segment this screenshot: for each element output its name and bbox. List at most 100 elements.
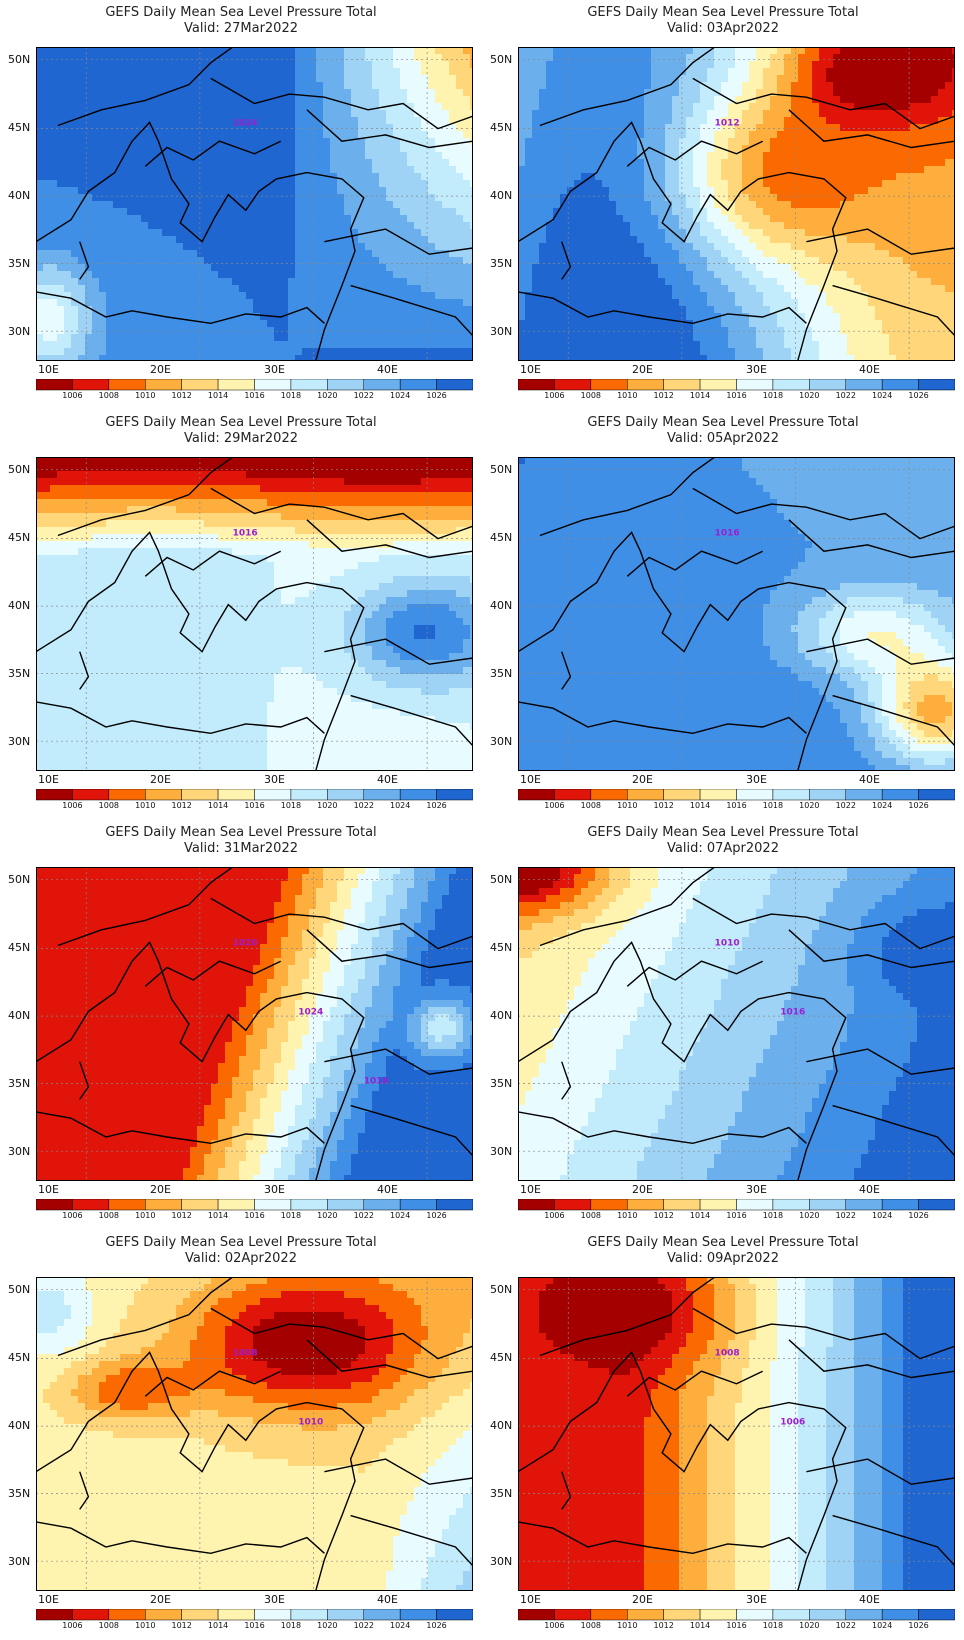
longitude-label: 10E <box>520 1593 541 1606</box>
latitude-label: 40N <box>8 599 30 612</box>
colorbar: 1006 1008 1010 1012 1014 1016 1018 1020 1022 1024… <box>36 789 473 809</box>
longitude-label: 30E <box>746 773 767 786</box>
latitude-label: 45N <box>490 941 512 954</box>
pressure-map: 1020 1024 1016 <box>36 867 473 1181</box>
contour-label: 1016 <box>364 1077 389 1087</box>
colorbar-label: 1014 <box>208 1211 228 1219</box>
panel-title: GEFS Daily Mean Sea Level Pressure Total <box>482 825 964 841</box>
colorbar: 1006 1008 1010 1012 1014 1016 1018 1020 1022 1024… <box>518 789 955 809</box>
colorbar-label: 1018 <box>281 1621 301 1629</box>
panel-title: GEFS Daily Mean Sea Level Pressure Total <box>0 825 482 841</box>
latitude-label: 30N <box>8 1145 30 1158</box>
coastline <box>518 121 847 361</box>
latitude-label: 50N <box>8 1283 30 1296</box>
longitude-label: 40E <box>859 773 880 786</box>
colorbar-label: 1024 <box>872 801 892 809</box>
longitude-label: 30E <box>264 1183 285 1196</box>
coastline <box>306 109 473 149</box>
colorbar-label: 1008 <box>99 801 119 809</box>
coastline <box>57 1277 234 1357</box>
colorbar-label: 1020 <box>317 1621 337 1629</box>
latitude-label: 30N <box>8 735 30 748</box>
colorbar-label: 1022 <box>836 801 856 809</box>
longitude-label: 20E <box>632 363 653 376</box>
coastline <box>539 457 716 537</box>
coastline <box>144 960 282 987</box>
longitude-label: 40E <box>377 363 398 376</box>
colorbar: 1006 1008 1010 1012 1014 1016 1018 1020 1022 1024… <box>518 1199 955 1219</box>
coastline <box>518 531 847 771</box>
valid-prefix: Valid: <box>667 841 707 856</box>
valid-prefix: Valid: <box>184 21 224 36</box>
coastline <box>36 121 365 361</box>
coastline <box>210 897 473 950</box>
latitude-label: 45N <box>8 941 30 954</box>
colorbar-label: 1026 <box>426 801 446 809</box>
contour-label: 1010 <box>715 939 740 949</box>
longitude-label: 20E <box>150 1593 171 1606</box>
colorbar-label: 1018 <box>763 1211 783 1219</box>
longitude-label: 40E <box>859 363 880 376</box>
coastline <box>806 228 955 255</box>
coastline <box>36 531 365 771</box>
colorbar: 1006 1008 1010 1012 1014 1016 1018 1020 1022 1024… <box>518 379 955 399</box>
colorbar-label: 1022 <box>354 801 374 809</box>
colorbar-label: 1020 <box>799 391 819 399</box>
coastline <box>692 487 955 540</box>
panel-title: GEFS Daily Mean Sea Level Pressure Total <box>0 5 482 21</box>
contour-label: 1008 <box>715 1349 740 1359</box>
colorbar-label: 1022 <box>836 1621 856 1629</box>
latitude-label: 45N <box>8 1351 30 1364</box>
latitude-label: 35N <box>490 257 512 270</box>
colorbar-label: 1016 <box>244 1621 264 1629</box>
coastline <box>350 694 473 747</box>
longitude-label: 30E <box>746 1183 767 1196</box>
valid-date: 31Mar2022 <box>224 841 298 856</box>
colorbar-label: 1024 <box>872 1621 892 1629</box>
panel-valid-date: Valid: 05Apr2022 <box>482 431 964 447</box>
coastline <box>692 77 955 130</box>
colorbar-label: 1008 <box>581 1621 601 1629</box>
latitude-label: 30N <box>8 1555 30 1568</box>
colorbar-label: 1020 <box>799 1211 819 1219</box>
longitude-label: 30E <box>264 363 285 376</box>
coastline <box>626 960 764 987</box>
latitude-label: 35N <box>8 1077 30 1090</box>
contour-label: 1012 <box>715 119 740 129</box>
coastline <box>350 1514 473 1567</box>
coastline <box>36 701 325 735</box>
coastline <box>210 77 473 130</box>
coastline <box>36 1351 365 1591</box>
longitude-label: 10E <box>38 1593 59 1606</box>
colorbar-label: 1014 <box>208 391 228 399</box>
latitude-label: 50N <box>8 463 30 476</box>
panel-valid-date: Valid: 31Mar2022 <box>0 841 482 857</box>
longitude-label: 40E <box>377 1593 398 1606</box>
coastline <box>626 1370 764 1397</box>
panel-title: GEFS Daily Mean Sea Level Pressure Total <box>482 5 964 21</box>
coastline <box>518 701 807 735</box>
colorbar-label: 1012 <box>653 1621 673 1629</box>
colorbar-label: 1006 <box>544 801 564 809</box>
coastline <box>539 1277 716 1357</box>
colorbar-label: 1026 <box>908 1211 928 1219</box>
coastline <box>306 519 473 559</box>
colorbar-label: 1018 <box>281 1211 301 1219</box>
longitude-label: 20E <box>632 1183 653 1196</box>
colorbar-label: 1018 <box>281 391 301 399</box>
colorbar-label: 1010 <box>135 801 155 809</box>
longitude-label: 20E <box>632 773 653 786</box>
latitude-label: 40N <box>8 1009 30 1022</box>
contour-label: 1016 <box>780 1008 805 1018</box>
longitude-label: 10E <box>520 363 541 376</box>
coastline <box>806 1458 955 1485</box>
coastline <box>788 519 955 559</box>
coastline <box>144 140 282 167</box>
longitude-label: 30E <box>746 363 767 376</box>
contour-label: 1008 <box>233 1349 258 1359</box>
coastline <box>36 941 365 1181</box>
pressure-map: 1024 <box>36 47 473 361</box>
coastline <box>36 1111 325 1145</box>
latitude-label: 40N <box>490 1009 512 1022</box>
colorbar-label: 1018 <box>763 801 783 809</box>
